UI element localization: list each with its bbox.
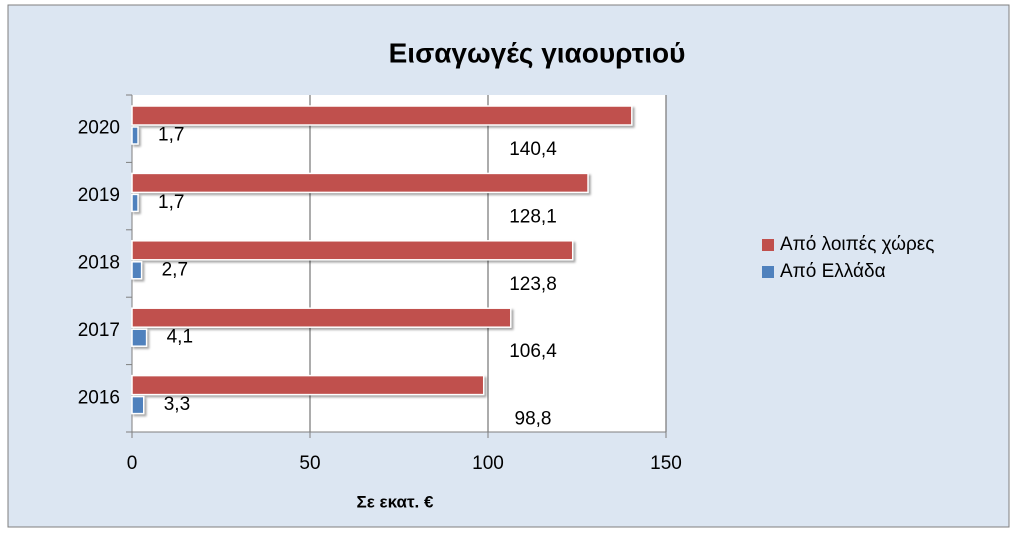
data-label: 123,8: [509, 274, 557, 295]
bar: [131, 172, 589, 194]
x-tick-label: 100: [472, 453, 504, 474]
data-label: 3,3: [164, 394, 190, 415]
x-tick-label: 150: [650, 453, 682, 474]
y-tick-label: 2018: [78, 253, 120, 274]
bar: [131, 126, 139, 145]
bar: [131, 240, 574, 261]
bar: [131, 105, 633, 126]
x-tick-label: 0: [127, 453, 138, 474]
bar: [131, 261, 143, 280]
x-axis-label: Σε εκατ. €: [357, 492, 434, 511]
y-tick-label: 2019: [78, 185, 120, 206]
y-tick-label: 2016: [78, 387, 120, 408]
x-tick-label: 50: [299, 453, 320, 474]
legend-label: Από Ελλάδα: [780, 261, 886, 282]
bar: [131, 193, 139, 213]
chart-title: Εισαγωγές γιαουρτιού: [389, 37, 686, 68]
bar: [131, 307, 512, 328]
data-label: 140,4: [509, 139, 557, 160]
data-label: 1,7: [158, 125, 184, 146]
data-label: 1,7: [158, 192, 184, 213]
bar: [131, 374, 485, 396]
legend-swatch: [762, 266, 774, 278]
data-label: 98,8: [515, 409, 552, 430]
y-tick-label: 2017: [78, 320, 120, 341]
legend-swatch: [762, 239, 774, 251]
data-label: 2,7: [162, 259, 188, 280]
legend-label: Από λοιπές χώρες: [780, 234, 934, 255]
data-label: 4,1: [167, 327, 193, 348]
data-label: 106,4: [509, 341, 557, 362]
bar: [131, 328, 148, 347]
bar: [131, 395, 145, 415]
data-label: 128,1: [509, 206, 557, 227]
y-tick-label: 2020: [78, 118, 120, 139]
